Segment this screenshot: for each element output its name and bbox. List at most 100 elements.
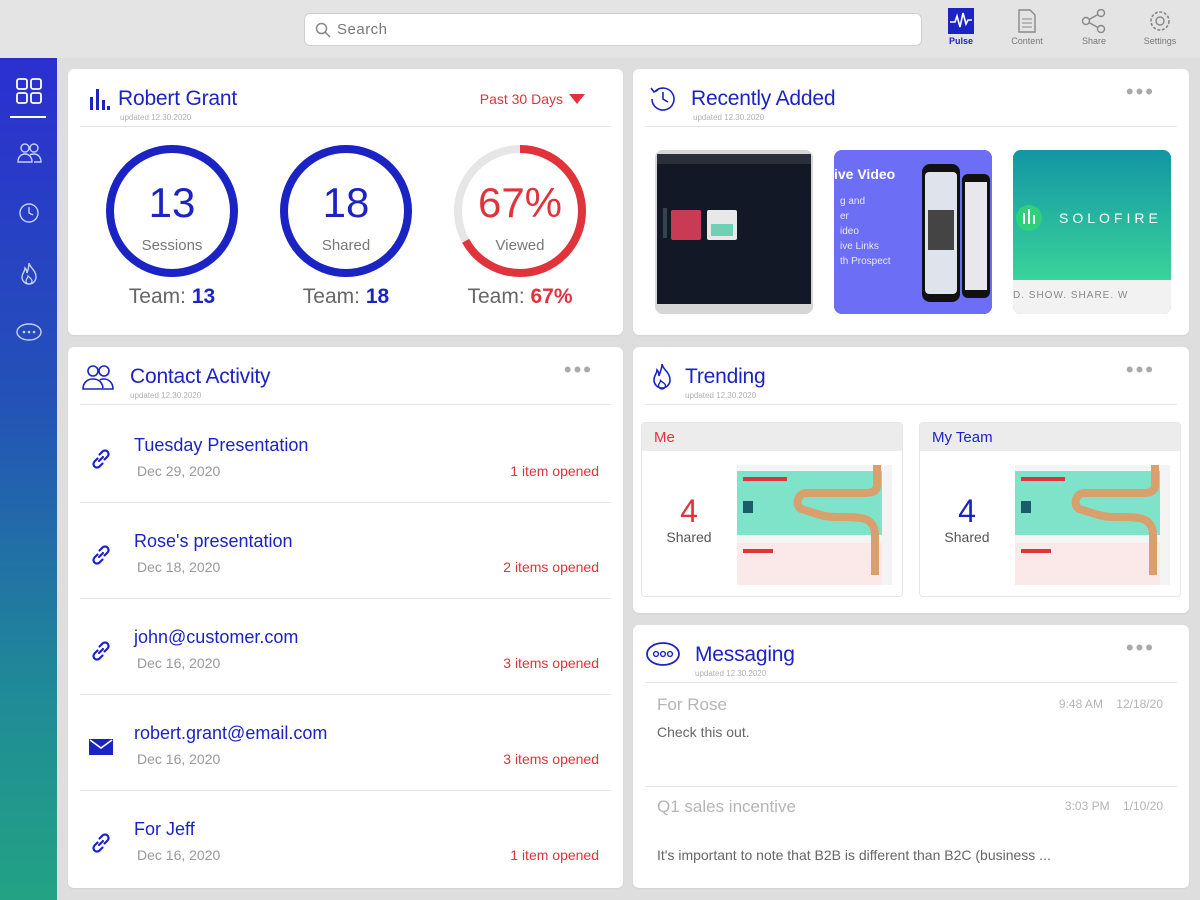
activity-title: john@customer.com <box>134 627 299 647</box>
sidebar-item-contacts[interactable] <box>0 142 57 164</box>
nav-pulse[interactable]: Pulse <box>931 6 991 46</box>
recent-title: Recently Added <box>691 87 836 110</box>
updated-label: updated 12.30.2020 <box>130 391 202 400</box>
activity-title: robert.grant@email.com <box>134 723 328 743</box>
sidebar-item-messaging[interactable] <box>0 322 57 344</box>
top-bar: Search Pulse Content Share Settings <box>0 0 1200 58</box>
sessions-ring: 13 Sessions <box>104 143 240 279</box>
activity-opened: 3 items opened <box>503 655 599 671</box>
message-title: For Rose <box>657 695 727 714</box>
shared-team: Team: 18 <box>302 285 390 308</box>
trending-me-count: 4 <box>680 493 698 529</box>
pulse-icon <box>948 8 974 34</box>
contacts-icon <box>16 143 42 163</box>
message-body: Check this out. <box>657 724 750 740</box>
nav-share-label: Share <box>1081 36 1107 46</box>
search-icon <box>315 22 331 38</box>
sidebar-divider <box>10 116 46 118</box>
messaging-title: Messaging <box>695 643 795 666</box>
link-icon <box>86 447 116 471</box>
card-header: Contact Activity updated 12.30.2020 ••• <box>80 347 611 405</box>
share-icon <box>1081 9 1106 33</box>
message-title: Q1 sales incentive <box>657 797 796 816</box>
updated-label: updated 12.30.2020 <box>685 391 757 400</box>
shared-value: 18 <box>322 179 370 226</box>
link-icon <box>86 639 116 663</box>
video-caption: ive Video <box>834 166 896 182</box>
chat-bubble-icon <box>15 323 42 341</box>
link-icon <box>86 543 116 567</box>
list-item[interactable]: robert.grant@email.com Dec 16, 2020 3 it… <box>80 695 611 791</box>
message-item[interactable]: For Rose 9:48 AM 12/18/20 Check this out… <box>645 687 1177 787</box>
trending-me-label: Me <box>642 423 902 451</box>
envelope-icon <box>86 735 116 759</box>
message-body: It's important to note that B2B is diffe… <box>657 847 1051 863</box>
message-timestamp: 3:03 PM 1/10/20 <box>1064 799 1163 813</box>
search-input[interactable]: Search <box>304 13 922 46</box>
trending-team-sub: Shared <box>944 529 990 545</box>
search-placeholder: Search <box>337 21 388 38</box>
updated-label: updated 12.30.2020 <box>693 113 765 122</box>
sessions-label: Sessions <box>141 237 203 254</box>
viewed-team: Team: 67% <box>467 285 573 308</box>
recent-item-logo[interactable]: SOLOFIRE D. SHOW. SHARE. W <box>1013 150 1171 314</box>
trending-card: Trending updated 12.30.2020 ••• Me 4 Sha… <box>633 347 1189 613</box>
nav-content[interactable]: Content <box>997 6 1057 46</box>
link-icon <box>86 831 116 855</box>
nav-content-label: Content <box>1011 36 1043 46</box>
nav-share[interactable]: Share <box>1064 6 1124 46</box>
date-range-dropdown[interactable]: Past 30 Days <box>480 91 585 107</box>
trending-team-panel[interactable]: My Team 4 Shared <box>919 422 1181 597</box>
sidebar <box>0 58 57 900</box>
sessions-team: Team: 13 <box>128 285 216 308</box>
activity-title: For Jeff <box>134 819 195 839</box>
recent-item-video[interactable]: ive Video g and er ideo ive Links th Pro… <box>834 150 992 314</box>
more-options-icon[interactable]: ••• <box>1125 357 1155 382</box>
nav-pulse-label: Pulse <box>948 36 973 46</box>
caret-down-icon <box>569 94 585 104</box>
trending-team-count: 4 <box>958 493 976 529</box>
updated-label: updated 12.30.2020 <box>695 669 767 678</box>
message-timestamp: 9:48 AM 12/18/20 <box>1058 697 1163 711</box>
list-item[interactable]: Tuesday Presentation Dec 29, 2020 1 item… <box>80 407 611 503</box>
more-options-icon[interactable]: ••• <box>563 357 593 382</box>
card-header: Robert Grant updated 12.30.2020 Past 30 … <box>80 69 611 127</box>
logo-tagline: D. SHOW. SHARE. W <box>1013 290 1129 301</box>
messaging-card: Messaging updated 12.30.2020 ••• For Ros… <box>633 625 1189 888</box>
gear-icon <box>1150 11 1170 31</box>
trending-me-thumbnail <box>737 465 892 585</box>
sidebar-item-trending[interactable] <box>0 262 57 286</box>
card-header: Trending updated 12.30.2020 ••• <box>645 347 1177 405</box>
sidebar-item-dashboard[interactable] <box>0 78 57 104</box>
sidebar-item-history[interactable] <box>0 202 57 224</box>
nav-settings[interactable]: Settings <box>1130 6 1190 46</box>
activity-date: Dec 16, 2020 <box>137 847 221 863</box>
video-lines: g and er ideo ive Links th Prospect <box>840 196 891 267</box>
contact-activity-card: Contact Activity updated 12.30.2020 ••• … <box>68 347 623 888</box>
logo-brand: SOLOFIRE <box>1059 210 1162 226</box>
trending-me-sub: Shared <box>666 529 712 545</box>
activity-title: Tuesday Presentation <box>134 435 309 455</box>
more-options-icon[interactable]: ••• <box>1125 79 1155 104</box>
viewed-ring: 67% Viewed <box>452 143 588 279</box>
message-item[interactable]: Q1 sales incentive 3:03 PM 1/10/20 It's … <box>645 787 1177 887</box>
recent-item-screen[interactable] <box>655 150 813 314</box>
list-item[interactable]: john@customer.com Dec 16, 2020 3 items o… <box>80 599 611 695</box>
list-item[interactable]: For Jeff Dec 16, 2020 1 item opened <box>80 791 611 887</box>
bar-chart-icon <box>84 83 116 115</box>
more-options-icon[interactable]: ••• <box>1125 635 1155 660</box>
trending-team-thumbnail <box>1015 465 1170 585</box>
shared-ring: 18 Shared <box>278 143 414 279</box>
card-header: Messaging updated 12.30.2020 ••• <box>645 625 1177 683</box>
flame-icon <box>20 262 37 285</box>
date-range-label: Past 30 Days <box>479 91 563 107</box>
history-icon <box>18 203 39 223</box>
list-item[interactable]: Rose's presentation Dec 18, 2020 2 items… <box>80 503 611 599</box>
trending-me-panel[interactable]: Me 4 Shared <box>641 422 903 597</box>
activity-opened: 2 items opened <box>503 559 599 575</box>
shared-label: Shared <box>321 237 371 254</box>
contacts-icon <box>80 361 116 393</box>
activity-opened: 3 items opened <box>503 751 599 767</box>
chat-bubble-icon <box>645 639 681 671</box>
activity-date: Dec 16, 2020 <box>137 751 221 767</box>
